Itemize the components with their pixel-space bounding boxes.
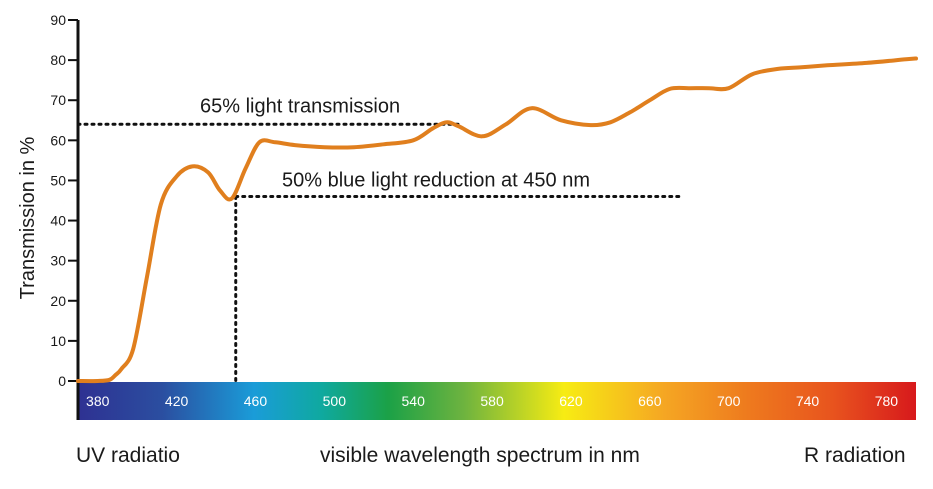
x-tick-label: 540 <box>402 393 426 409</box>
y-tick-label: 60 <box>50 132 66 148</box>
x-tick-label: 420 <box>165 393 189 409</box>
ir-radiation-label: R radiation <box>804 444 906 467</box>
y-tick-label: 70 <box>50 92 66 108</box>
y-tick-label: 10 <box>50 333 66 349</box>
x-tick-label: 380 <box>86 393 110 409</box>
x-tick-label: 740 <box>796 393 820 409</box>
y-tick-label: 30 <box>50 253 66 269</box>
transmission-curve <box>76 56 918 384</box>
visible-spectrum-label: visible wavelength spectrum in nm <box>320 444 640 467</box>
spectrum-bar <box>78 382 916 420</box>
annotation-blue-light: 50% blue light reduction at 450 nm <box>282 169 590 191</box>
x-tick-label: 780 <box>875 393 899 409</box>
y-tick-label: 50 <box>50 172 66 188</box>
y-tick-label: 0 <box>58 373 66 389</box>
x-tick-label: 620 <box>559 393 583 409</box>
y-tick-label: 90 <box>50 12 66 28</box>
annotation-light-transmission: 65% light transmission <box>200 95 400 117</box>
x-tick-label: 700 <box>717 393 741 409</box>
x-tick-label: 660 <box>638 393 662 409</box>
uv-radiation-label: UV radiatio <box>76 444 180 467</box>
y-tick-label: 40 <box>50 213 66 229</box>
x-tick-label: 460 <box>244 393 268 409</box>
y-tick-label: 80 <box>50 52 66 68</box>
y-tick-label: 20 <box>50 293 66 309</box>
x-tick-label: 500 <box>323 393 347 409</box>
x-tick-label: 580 <box>480 393 504 409</box>
y-axis-label: Transmission in % <box>17 136 39 299</box>
